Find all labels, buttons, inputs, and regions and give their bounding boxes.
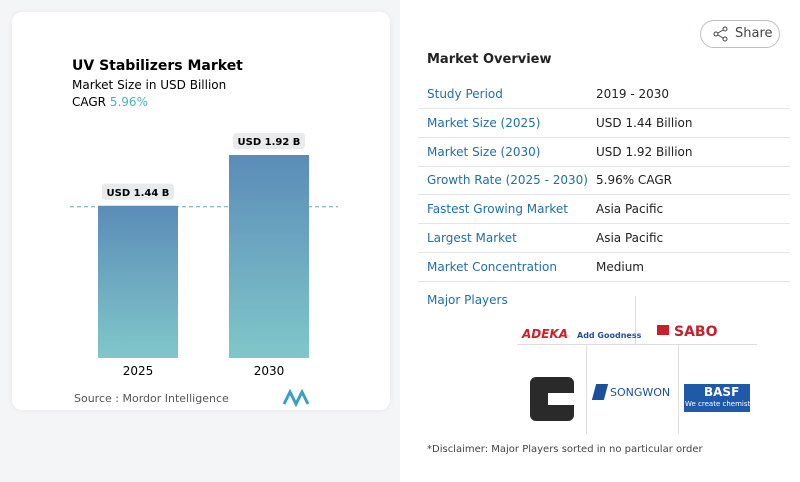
row-value: Asia Pacific: [596, 231, 664, 245]
cagr-label: CAGR: [72, 95, 106, 109]
row-label: Market Concentration: [427, 259, 557, 274]
logo-dark: [530, 377, 574, 421]
logo-basf-tagline: We create chemistry: [685, 400, 758, 408]
row-label: Study Period: [427, 87, 503, 101]
row-label: Market Size (2025): [427, 115, 541, 130]
row-value: Asia Pacific: [596, 202, 664, 217]
cagr: CAGR 5.96%: [72, 95, 148, 109]
overview-title: Market Overview: [427, 52, 552, 67]
logo-sabo: SABO: [674, 324, 718, 340]
row-value: 5.96% CAGR: [596, 173, 672, 188]
logo-adeka: ADEKA: [522, 327, 569, 341]
source: Source : Mordor Intelligence: [74, 392, 229, 405]
overview-row: Fastest Growing Market Asia Pacific: [418, 195, 790, 225]
x-tick-label: 2030: [254, 364, 285, 378]
row-value: USD 1.44 Billion: [596, 115, 693, 130]
divider: [517, 344, 757, 345]
overview-row: Largest Market Asia Pacific: [418, 224, 790, 253]
row-label: Growth Rate (2025 - 2030): [427, 173, 588, 188]
row-value: USD 1.92 Billion: [596, 144, 693, 159]
row-label: Market Size (2030): [427, 144, 541, 159]
chart-title: UV Stabilizers Market: [72, 58, 243, 74]
row-value: Medium: [596, 259, 644, 274]
chart-card: UV Stabilizers Market Market Size in USD…: [12, 12, 390, 410]
overview-row: Growth Rate (2025 - 2030) 5.96% CAGR: [418, 166, 790, 196]
overview-row: Market Concentration Medium: [418, 253, 790, 282]
chart: UV Stabilizers Market Market Size in USD…: [70, 58, 338, 408]
logo-basf-box: BASF We create chemistry: [684, 384, 757, 412]
row-label: Largest Market: [427, 231, 517, 245]
disclaimer: *Disclaimer: Major Players sorted in no …: [427, 444, 703, 455]
share-icon: [713, 26, 728, 42]
value-label: USD 1.44 B: [107, 188, 170, 199]
cagr-value: 5.96%: [110, 95, 148, 109]
divider: [635, 296, 636, 344]
bar: [229, 155, 309, 358]
players-title: Major Players: [427, 293, 508, 307]
divider: [678, 344, 679, 434]
logo-basf: BASF: [704, 385, 740, 399]
share-button[interactable]: Share: [700, 20, 780, 48]
overview-row: Study Period 2019 - 2030: [418, 80, 790, 109]
value-label-bg: [102, 183, 174, 200]
share-text: Share: [735, 26, 773, 41]
value-label: USD 1.92 B: [238, 137, 301, 148]
brand-logo: [282, 388, 310, 408]
logo-adeka-tagline: Add Goodness: [577, 331, 642, 340]
row-label: Fastest Growing Market: [427, 202, 569, 217]
value-label-bg: [233, 133, 305, 149]
overview-row: Market Size (2025) USD 1.44 Billion: [418, 109, 790, 138]
overview-row: Market Size (2030) USD 1.92 Billion: [418, 138, 790, 167]
row-value: 2019 - 2030: [596, 87, 670, 101]
bar: [98, 205, 178, 358]
logo-songwon: SONGWON: [610, 386, 671, 399]
logo-sabo-icon: [657, 325, 669, 335]
chart-subtitle: Market Size in USD Billion: [72, 78, 226, 92]
divider: [586, 344, 587, 434]
x-tick-label: 2025: [123, 364, 154, 378]
